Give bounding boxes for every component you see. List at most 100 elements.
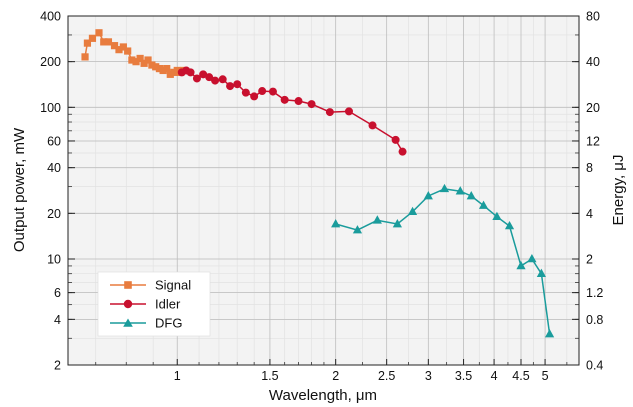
series-idler-point (241, 88, 250, 97)
series-dfg-point (536, 268, 546, 277)
series-dfg-point (423, 191, 433, 200)
series-dfg-point (331, 219, 341, 228)
series-idler-point (325, 108, 334, 117)
series-dfg-point (478, 200, 489, 209)
series-idler-point (344, 107, 353, 116)
legend: Signal Idler DFG (97, 271, 211, 337)
y2-tick-label: 1.2 (586, 286, 603, 300)
series-signal-point (81, 53, 89, 61)
series-idler-point (368, 121, 377, 130)
series-dfg-point (466, 191, 476, 200)
series-signal-point (148, 61, 156, 69)
y2-tick-label: 4 (586, 207, 593, 221)
plot-frame (67, 15, 580, 366)
series-idler-point (307, 100, 316, 109)
legend-item-dfg: DFG (110, 316, 182, 331)
series-signal-point (136, 54, 144, 63)
legend-item-idler: Idler (110, 297, 181, 312)
tick-labels: 246102040601002004000.40.81.224812204080… (40, 10, 603, 384)
y-axis-title: Output power, mW (11, 127, 28, 252)
y-tick-label: 400 (40, 10, 61, 24)
series-dfg-point (407, 206, 418, 216)
series-signal-point (132, 58, 140, 66)
x-tick-label: 4 (491, 369, 498, 383)
series-idler-point (205, 73, 214, 82)
y2-tick-label: 0.4 (586, 359, 603, 373)
x-tick-label: 2 (332, 369, 339, 383)
series-idler-point (186, 68, 195, 77)
y-tick-label: 6 (54, 286, 61, 300)
y2-tick-label: 2 (586, 252, 593, 266)
series-dfg-point (352, 225, 363, 234)
series-dfg-point (455, 186, 465, 195)
series-dfg-point (392, 219, 402, 228)
series-signal-point (128, 56, 136, 64)
y-tick-label: 2 (54, 359, 61, 373)
series-dfg (331, 183, 555, 338)
series-dfg-point (545, 329, 555, 338)
legend-dfg-marker (123, 318, 133, 327)
y2-tick-label: 40 (586, 55, 600, 69)
series-idler-point (218, 75, 227, 84)
x-axis-title: Wavelength, μm (269, 387, 377, 404)
legend-dfg-label: DFG (155, 316, 182, 331)
y2-tick-label: 80 (586, 10, 600, 24)
series-signal-point (110, 42, 119, 50)
series-signal-point (104, 38, 113, 46)
series-idler-point (391, 135, 400, 144)
y2-tick-label: 12 (586, 134, 600, 148)
x-tick-label: 2.5 (378, 369, 395, 383)
series-signal-point (124, 47, 132, 55)
x-tick-label: 1 (174, 369, 181, 383)
series-signal-point (159, 66, 167, 75)
series-idler-point (250, 92, 259, 101)
series-dfg-point (372, 215, 382, 224)
y2-axis-title: Energy, μJ (610, 155, 627, 226)
series-signal-point (100, 38, 108, 46)
series-dfg-point (527, 253, 537, 263)
series-signal-point (83, 39, 92, 47)
legend-box (97, 271, 211, 337)
series-idler-point (211, 76, 220, 85)
series-dfg-point (492, 211, 502, 221)
series-dfg-point (504, 221, 515, 230)
series-idler-point (226, 82, 235, 91)
series-signal-point (152, 63, 160, 71)
series-idler-point (233, 80, 242, 89)
series-layer (81, 29, 555, 338)
series-idler-point (258, 87, 267, 96)
series-idler (177, 66, 407, 156)
series-idler-point (398, 147, 407, 156)
legend-item-signal: Signal (110, 278, 191, 293)
x-tick-label: 5 (542, 369, 549, 383)
y2-tick-label: 20 (586, 101, 600, 115)
y-tick-label: 4 (54, 313, 61, 327)
axis-ticks (68, 15, 579, 366)
x-tick-label: 3.5 (455, 369, 472, 383)
legend-signal-label: Signal (155, 278, 191, 293)
series-signal-point (119, 43, 127, 51)
series-idler-point (294, 97, 303, 106)
y2-tick-label: 8 (586, 161, 593, 175)
series-signal-point (163, 64, 171, 73)
y2-tick-label: 0.8 (586, 313, 603, 327)
y-tick-label: 10 (47, 252, 61, 266)
series-signal-point (140, 59, 148, 67)
y-tick-label: 60 (47, 134, 61, 148)
series-idler-point (268, 87, 277, 96)
x-tick-label: 4.5 (512, 369, 529, 383)
series-signal-point (115, 46, 123, 54)
y-tick-label: 100 (40, 101, 61, 115)
legend-signal-marker (124, 281, 132, 289)
y-tick-label: 20 (47, 207, 61, 221)
x-tick-label: 1.5 (261, 369, 278, 383)
y-tick-label: 40 (47, 161, 61, 175)
series-idler-point (280, 95, 289, 104)
series-idler-point (199, 70, 208, 79)
y-tick-label: 200 (40, 55, 61, 69)
series-signal-point (144, 56, 152, 64)
series-idler-point (192, 74, 201, 83)
series-signal-point (88, 34, 97, 42)
series-dfg-line (335, 188, 551, 335)
